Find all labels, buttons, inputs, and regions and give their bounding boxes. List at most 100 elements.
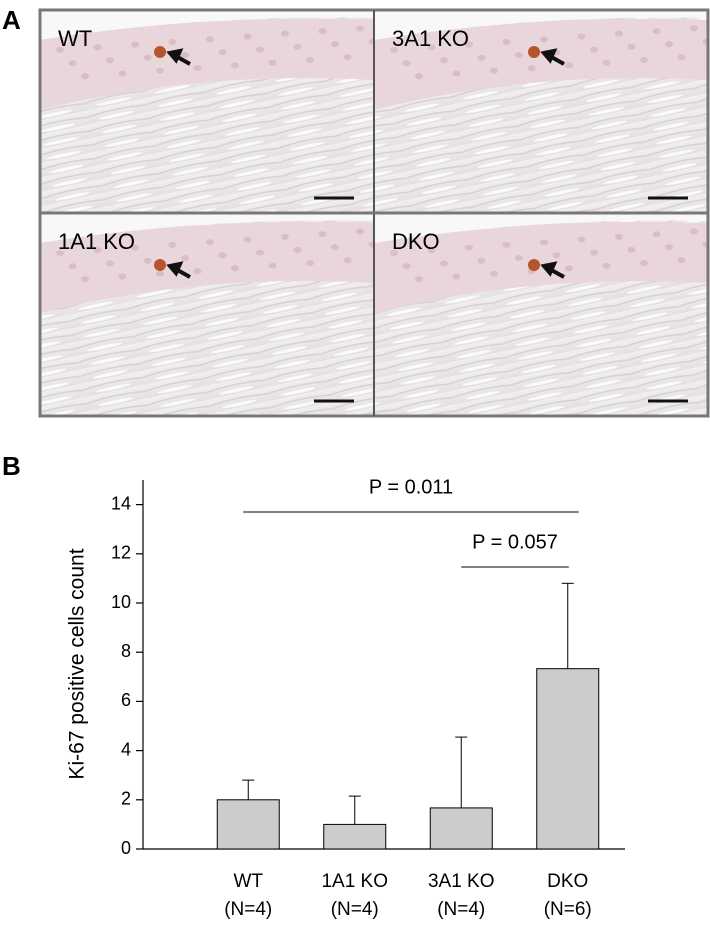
x-tick-label: 3A1 KO [428,871,495,892]
nucleus [615,233,623,240]
micrograph [374,10,708,213]
nucleus [168,38,177,45]
nucleus [515,52,523,58]
nucleus [390,250,398,256]
nucleus [206,239,214,246]
nucleus [56,47,64,53]
nucleus [452,70,461,77]
micrograph-label: 3A1 KO [392,26,469,51]
nucleus [665,41,673,48]
nucleus [590,249,598,256]
nucleus [356,25,364,32]
stained-cell [154,259,166,271]
background [40,10,374,40]
nucleus [193,268,202,275]
nucleus [306,260,314,266]
nucleus [81,73,89,80]
bar [216,799,280,850]
stained-cell [528,46,540,58]
nucleus [118,273,127,280]
y-axis-label: Ki-67 positive cells count [66,548,89,779]
x-tick-label: DKO [547,871,588,892]
y-tick-label: 0 [121,838,131,858]
nucleus [565,62,573,69]
background [374,213,708,243]
nucleus [268,59,277,66]
nucleus [627,43,636,50]
nucleus [318,231,327,238]
nucleus [640,57,648,63]
nucleus [168,241,177,248]
nucleus [143,54,152,61]
nucleus [502,38,511,45]
nucleus [415,73,423,80]
y-tick-label: 2 [121,789,131,809]
background [40,213,374,243]
nucleus [440,57,448,64]
panel-label: B [2,451,21,481]
nucleus [690,228,698,235]
nucleus [402,60,411,67]
nucleus [465,244,473,251]
nucleus [156,67,164,74]
y-tick-label: 4 [121,739,131,759]
nucleus [368,241,374,248]
nucleus [452,273,461,280]
nucleus [402,263,411,270]
epithelium [40,18,374,110]
nucleus [231,265,239,272]
nucleus [218,252,227,259]
nucleus [306,57,314,63]
nucleus [181,52,189,58]
nucleus [490,67,498,74]
nucleus [665,244,673,251]
nucleus [68,60,77,67]
bar [323,823,387,850]
x-tick-label: WT [233,871,263,892]
micrograph-grid: WT 3A1 KO 1A1 KO DKO [38,8,710,418]
nucleus [540,36,548,43]
x-tick-sublabel: (N=4) [437,899,485,920]
background [374,10,708,40]
nucleus [56,250,64,256]
bar [536,668,600,850]
nucleus [356,228,364,235]
nucleus [268,262,277,269]
nucleus [256,249,264,256]
micrograph-label: 1A1 KO [58,229,135,254]
nucleus [502,241,511,248]
nucleus [293,246,302,253]
nucleus [106,260,114,267]
nucleus [256,46,264,53]
nucleus [677,54,686,61]
epithelium [40,221,374,313]
micrograph [40,213,374,416]
y-tick-label: 12 [111,543,131,563]
nucleus [440,260,448,267]
nucleus [143,257,152,264]
arrow [166,48,191,66]
nucleus [293,43,302,50]
nucleus [490,270,498,277]
nucleus [106,57,114,64]
nucleus [527,65,536,72]
y-tick-label: 14 [111,493,131,513]
nucleus [131,41,139,48]
nucleus [231,62,239,69]
micrograph-label: WT [58,26,92,51]
micrograph-label: DKO [392,229,440,254]
nucleus [540,239,548,246]
x-tick-sublabel: (N=4) [224,899,272,920]
nucleus [368,38,374,45]
nucleus [131,244,139,251]
nucleus [640,260,648,266]
nucleus [343,257,352,264]
y-tick-label: 6 [121,690,131,710]
nucleus [156,270,164,277]
stained-cell [154,46,166,58]
nucleus [390,47,398,53]
nucleus [652,28,661,35]
stained-cell [528,259,540,271]
nucleus [81,276,89,283]
